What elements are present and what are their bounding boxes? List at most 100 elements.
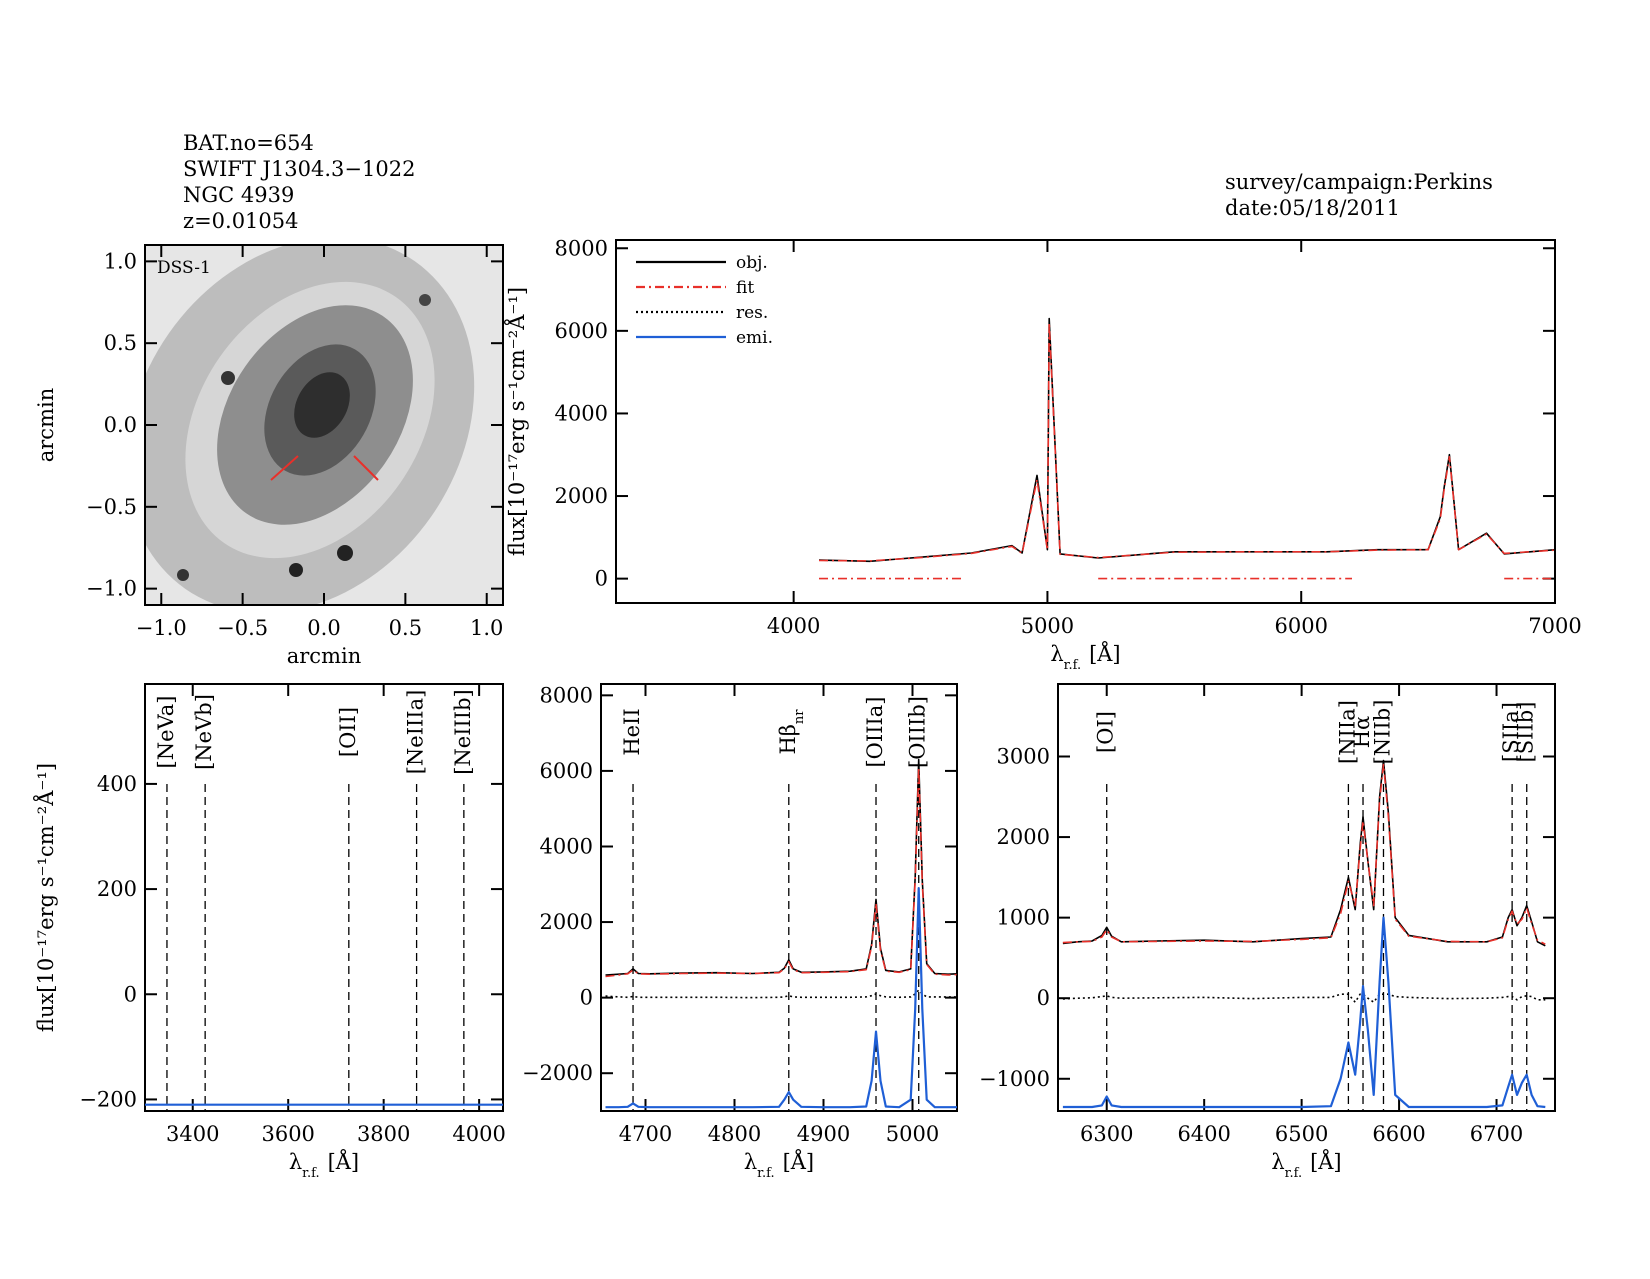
x-axis-label-sub: r.f. — [757, 1166, 774, 1181]
header-line: SWIFT J1304.3−1022 — [183, 157, 415, 181]
line-label: [SIIa] — [1499, 702, 1523, 762]
x-tick-label: 3600 — [261, 1122, 314, 1146]
y-tick-label: 0 — [595, 567, 608, 591]
x-tick-label: 6400 — [1177, 1122, 1230, 1146]
y-tick-label: 200 — [97, 877, 137, 901]
header-right: date:05/18/2011 — [1225, 196, 1400, 220]
y-tick-label: 0 — [124, 982, 137, 1006]
x-axis-label-main: λ — [1050, 642, 1063, 666]
line-label: Hα — [1350, 716, 1374, 749]
spectrum-line — [605, 766, 958, 978]
x-tick-label: 7000 — [1528, 614, 1581, 638]
y-tick-label: 2000 — [555, 484, 608, 508]
x-tick-label: 5000 — [886, 1122, 939, 1146]
x-axis-label-main: λ — [289, 1150, 302, 1174]
line-label: HeII — [620, 708, 644, 755]
y-tick-label: 2000 — [997, 825, 1050, 849]
spectrum-line — [1062, 763, 1546, 945]
panel-title: DSS-1 — [157, 258, 211, 278]
x-tick-label: 4000 — [452, 1122, 505, 1146]
line-label: [NeVa] — [154, 696, 178, 769]
x-tick-label: 0.0 — [307, 616, 340, 640]
line-label-main: Hβ — [776, 724, 800, 754]
y-axis-label: flux[10⁻¹⁷erg s⁻¹cm⁻²Å⁻¹] — [33, 763, 58, 1032]
y-tick-label: 0.5 — [104, 331, 137, 355]
legend-label: emi. — [736, 328, 773, 348]
spectrum-line — [605, 758, 958, 976]
y-tick-label: −1.0 — [86, 577, 137, 601]
line-label: [OIIIa] — [863, 696, 887, 767]
x-tick-label: 4900 — [797, 1122, 850, 1146]
x-tick-label: 6300 — [1080, 1122, 1133, 1146]
legend-label: fit — [736, 278, 754, 298]
y-tick-label: 2000 — [540, 910, 593, 934]
y-tick-label: 1000 — [997, 906, 1050, 930]
y-tick-label: 0 — [1037, 986, 1050, 1010]
y-tick-label: −2000 — [522, 1061, 593, 1085]
y-tick-label: −0.5 — [86, 495, 137, 519]
line-label-sub: nr — [791, 709, 806, 724]
spectrum-line — [1062, 916, 1546, 1109]
y-tick-label: 4000 — [540, 834, 593, 858]
x-tick-label: 3800 — [357, 1122, 410, 1146]
spectrum-line — [1062, 759, 1546, 947]
x-tick-label: 0.5 — [389, 616, 422, 640]
y-tick-label: 0.0 — [104, 413, 137, 437]
line-label: [OIIIb] — [906, 696, 930, 768]
y-tick-label: 3000 — [997, 745, 1050, 769]
y-tick-label: 6000 — [555, 319, 608, 343]
line-label: [NeIIIb] — [451, 689, 475, 775]
y-tick-label: 6000 — [540, 759, 593, 783]
x-axis-label-sub: r.f. — [302, 1166, 319, 1181]
spectrum-line — [818, 317, 1556, 563]
x-axis-label-unit: [Å] — [783, 1149, 815, 1174]
y-tick-label: 0 — [580, 986, 593, 1010]
header: BAT.no=654 SWIFT J1304.3−1022 NGC 4939 z… — [183, 131, 1493, 233]
y-tick-label: 400 — [97, 772, 137, 796]
header-line: BAT.no=654 — [183, 131, 314, 155]
y-tick-label: −200 — [79, 1087, 137, 1111]
x-axis-label-main: λ — [1271, 1150, 1284, 1174]
y-tick-label: −1000 — [979, 1067, 1050, 1091]
line-label: [NeVb] — [192, 694, 216, 770]
x-axis-label: λr.f. [Å] — [744, 1149, 814, 1181]
spectrum-line — [605, 989, 957, 999]
line-label: [SIIb] — [1514, 702, 1538, 763]
x-axis-label: λr.f. [Å] — [1271, 1149, 1341, 1181]
y-tick-label: 8000 — [555, 236, 608, 260]
legend-label: res. — [736, 303, 768, 323]
y-tick-label: 1.0 — [104, 249, 137, 273]
x-tick-label: 6000 — [1274, 614, 1327, 638]
x-tick-label: 5000 — [1021, 614, 1074, 638]
header-line: NGC 4939 — [183, 183, 294, 207]
x-tick-label: 6600 — [1372, 1122, 1425, 1146]
x-axis-label-sub: r.f. — [1285, 1166, 1302, 1181]
line-label: [NIIa] — [1335, 700, 1359, 764]
spectrum-line — [605, 887, 957, 1109]
y-axis-label: arcmin — [34, 388, 58, 462]
plot-frame — [600, 683, 958, 1112]
x-axis-label: arcmin — [287, 644, 361, 668]
x-tick-label: 4700 — [619, 1122, 672, 1146]
x-tick-label: 4800 — [708, 1122, 761, 1146]
plot-frame — [1057, 683, 1556, 1112]
line-label: [OI] — [1094, 711, 1118, 753]
x-axis-label: λr.f. [Å] — [1050, 641, 1120, 673]
x-tick-label: 1.0 — [470, 616, 503, 640]
x-tick-label: −0.5 — [217, 616, 268, 640]
x-tick-label: 4000 — [767, 614, 820, 638]
line-label: Hβnr — [776, 709, 807, 755]
x-tick-label: 3400 — [166, 1122, 219, 1146]
x-tick-label: 6500 — [1275, 1122, 1328, 1146]
dss-image — [145, 245, 503, 605]
line-label: [OII] — [336, 707, 360, 757]
plot-frame — [144, 683, 504, 1112]
line-label: [NeIIIa] — [404, 690, 428, 775]
line-label: [NIIb] — [1370, 700, 1394, 765]
y-tick-label: 8000 — [540, 683, 593, 707]
spectrum-line — [818, 321, 1556, 562]
spectrum-line — [1062, 993, 1546, 1003]
x-axis-label: λr.f. [Å] — [289, 1149, 359, 1181]
x-tick-label: −1.0 — [136, 616, 187, 640]
